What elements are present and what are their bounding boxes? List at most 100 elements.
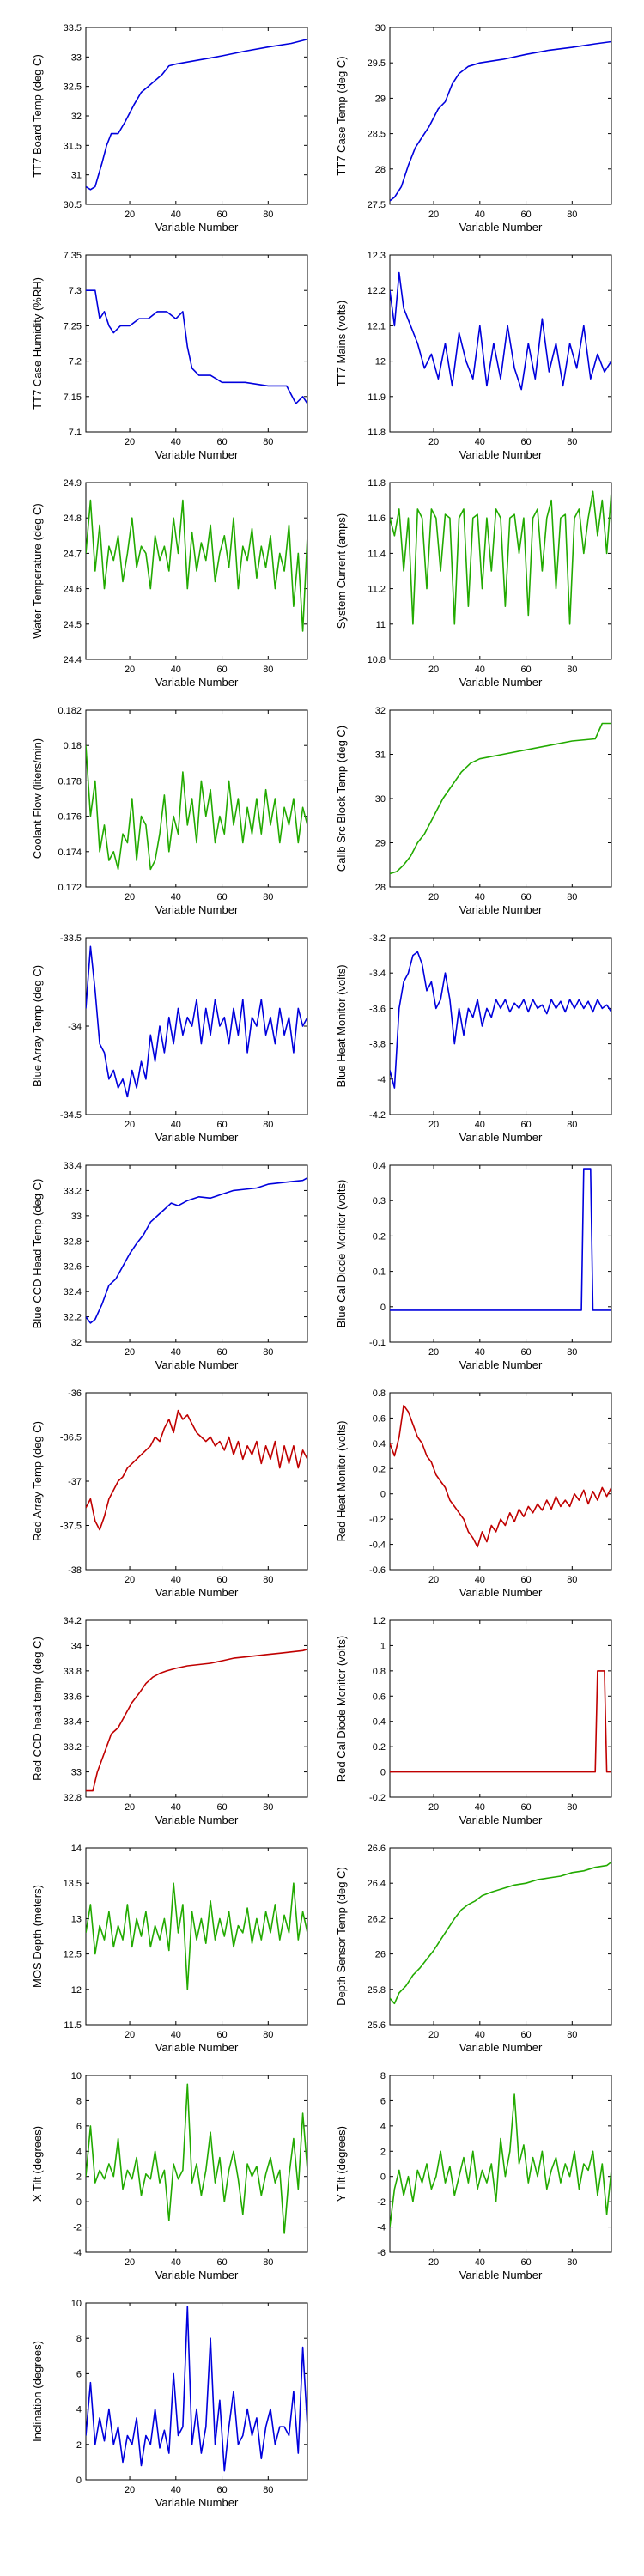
y-tick-label: 29 bbox=[375, 839, 386, 849]
x-tick-label: 20 bbox=[125, 437, 135, 447]
y-tick-label: 24.6 bbox=[64, 585, 82, 595]
y-tick-label: 31.5 bbox=[64, 141, 82, 151]
y-tick-label: -3.8 bbox=[369, 1040, 386, 1050]
y-axis-label: Blue Heat Monitor (volts) bbox=[335, 964, 348, 1087]
x-tick-label: 20 bbox=[428, 665, 439, 675]
x-tick-label: 20 bbox=[125, 1575, 135, 1585]
y-axis-label: Coolant Flow (liters/min) bbox=[31, 738, 44, 859]
y-tick-label: 33 bbox=[71, 1768, 82, 1778]
x-tick-label: 80 bbox=[567, 210, 577, 220]
x-axis-label: Variable Number bbox=[459, 676, 543, 689]
y-tick-label: 2 bbox=[76, 2172, 82, 2183]
y-tick-label: 7.3 bbox=[69, 286, 82, 296]
y-tick-label: 28.5 bbox=[368, 130, 386, 140]
y-tick-label: 30.5 bbox=[64, 200, 82, 210]
y-axis-label: Calib Src Block Temp (deg C) bbox=[335, 726, 348, 872]
x-tick-label: 20 bbox=[428, 1347, 439, 1358]
y-tick-label: 0.174 bbox=[58, 848, 82, 858]
x-tick-label: 40 bbox=[171, 1120, 181, 1130]
y-tick-label: 33.2 bbox=[64, 1742, 82, 1753]
series-line bbox=[390, 1670, 611, 1773]
y-axis-label: TT7 Mains (volts) bbox=[335, 301, 348, 386]
y-tick-label: 32.4 bbox=[64, 1287, 82, 1297]
y-tick-label: 25.8 bbox=[368, 1985, 386, 1996]
y-tick-label: 28 bbox=[375, 165, 386, 175]
x-tick-label: 80 bbox=[263, 1802, 273, 1813]
y-tick-label: -4 bbox=[73, 2248, 82, 2258]
y-tick-label: 27.5 bbox=[368, 200, 386, 210]
series-line bbox=[86, 1177, 307, 1324]
x-tick-label: 60 bbox=[520, 1120, 531, 1130]
y-tick-label: 0 bbox=[380, 2172, 386, 2183]
y-tick-label: 24.4 bbox=[64, 655, 82, 665]
y-axis-label: Red Cal Diode Monitor (volts) bbox=[335, 1636, 348, 1783]
chart-panel-1: 20 40 60 80 30.5 31 31.5 32 32.5 33 33.5 Variable N… bbox=[31, 23, 308, 234]
x-tick-label: 40 bbox=[171, 437, 181, 447]
x-axis-label: Variable Number bbox=[155, 2496, 239, 2509]
y-axis-label: Red CCD head temp (deg C) bbox=[31, 1637, 44, 1781]
y-tick-label: -0.2 bbox=[369, 1793, 386, 1803]
series-line bbox=[390, 722, 611, 875]
x-tick-label: 20 bbox=[125, 2485, 135, 2495]
x-tick-label: 40 bbox=[475, 1347, 485, 1358]
y-tick-label: -34 bbox=[68, 1022, 82, 1032]
y-tick-label: 24.9 bbox=[64, 478, 82, 489]
plot-area bbox=[85, 709, 308, 888]
y-tick-label: 0 bbox=[76, 2476, 82, 2486]
y-tick-label: 12.2 bbox=[368, 286, 386, 296]
chart-panel-17: 20 40 60 80 11.5 12 12.5 13 13.5 14 Variable Numbe… bbox=[31, 1844, 308, 2054]
y-tick-label: 0 bbox=[380, 1768, 386, 1778]
x-tick-label: 60 bbox=[520, 892, 531, 902]
y-tick-label: 7.1 bbox=[69, 428, 82, 438]
x-tick-label: 60 bbox=[520, 210, 531, 220]
series-line bbox=[390, 490, 611, 625]
y-axis-label: Red Array Temp (deg C) bbox=[31, 1421, 44, 1541]
x-tick-label: 60 bbox=[520, 2030, 531, 2040]
y-tick-label: 12 bbox=[375, 357, 386, 368]
y-axis-label: System Current (amps) bbox=[335, 513, 348, 629]
y-axis-label: TT7 Board Temp (deg C) bbox=[31, 54, 44, 178]
x-tick-label: 60 bbox=[520, 1575, 531, 1585]
x-tick-label: 80 bbox=[263, 892, 273, 902]
y-tick-label: 26.6 bbox=[368, 1844, 386, 1854]
x-axis-label: Variable Number bbox=[459, 1814, 543, 1826]
x-axis-label: Variable Number bbox=[459, 1131, 543, 1144]
x-tick-label: 80 bbox=[263, 2030, 273, 2040]
y-axis-label: MOS Depth (meters) bbox=[31, 1885, 44, 1988]
x-tick-label: 80 bbox=[263, 2257, 273, 2268]
x-axis-label: Variable Number bbox=[459, 221, 543, 234]
y-tick-label: 33.6 bbox=[64, 1692, 82, 1702]
y-tick-label: 7.15 bbox=[64, 392, 82, 403]
x-axis-label: Variable Number bbox=[459, 2041, 543, 2054]
y-tick-label: 11.2 bbox=[368, 585, 386, 595]
y-tick-label: -33.5 bbox=[60, 933, 82, 944]
x-tick-label: 60 bbox=[520, 665, 531, 675]
y-tick-label: 32.8 bbox=[64, 1236, 82, 1247]
chart-panel-5: 20 40 60 80 24.4 24.5 24.6 24.7 24.8 24.9 Variable… bbox=[31, 478, 308, 689]
x-tick-label: 80 bbox=[567, 1802, 577, 1813]
x-tick-label: 20 bbox=[428, 1120, 439, 1130]
plot-area bbox=[389, 709, 612, 888]
series-line bbox=[86, 289, 307, 404]
x-tick-label: 20 bbox=[428, 2030, 439, 2040]
x-tick-label: 80 bbox=[567, 1120, 577, 1130]
x-axis-label: Variable Number bbox=[459, 448, 543, 461]
x-tick-label: 80 bbox=[263, 2485, 273, 2495]
chart-panel-7: 20 40 60 80 0.172 0.174 0.176 0.178 0.18 0.182 Var… bbox=[31, 706, 308, 916]
y-tick-label: 1.2 bbox=[373, 1616, 386, 1626]
y-tick-label: 29 bbox=[375, 94, 386, 104]
y-tick-label: -36.5 bbox=[60, 1433, 82, 1443]
x-axis-label: Variable Number bbox=[155, 1814, 239, 1826]
plot-area bbox=[85, 1392, 308, 1571]
x-tick-label: 80 bbox=[567, 892, 577, 902]
y-tick-label: -34.5 bbox=[60, 1110, 82, 1121]
y-tick-label: 26 bbox=[375, 1950, 386, 1960]
plot-area bbox=[389, 1847, 612, 2026]
x-tick-label: 60 bbox=[216, 1120, 227, 1130]
x-tick-label: 80 bbox=[567, 1347, 577, 1358]
x-tick-label: 60 bbox=[216, 1802, 227, 1813]
y-tick-label: 12.1 bbox=[368, 321, 386, 331]
x-tick-label: 40 bbox=[171, 1575, 181, 1585]
x-tick-label: 60 bbox=[520, 2257, 531, 2268]
x-tick-label: 20 bbox=[125, 665, 135, 675]
